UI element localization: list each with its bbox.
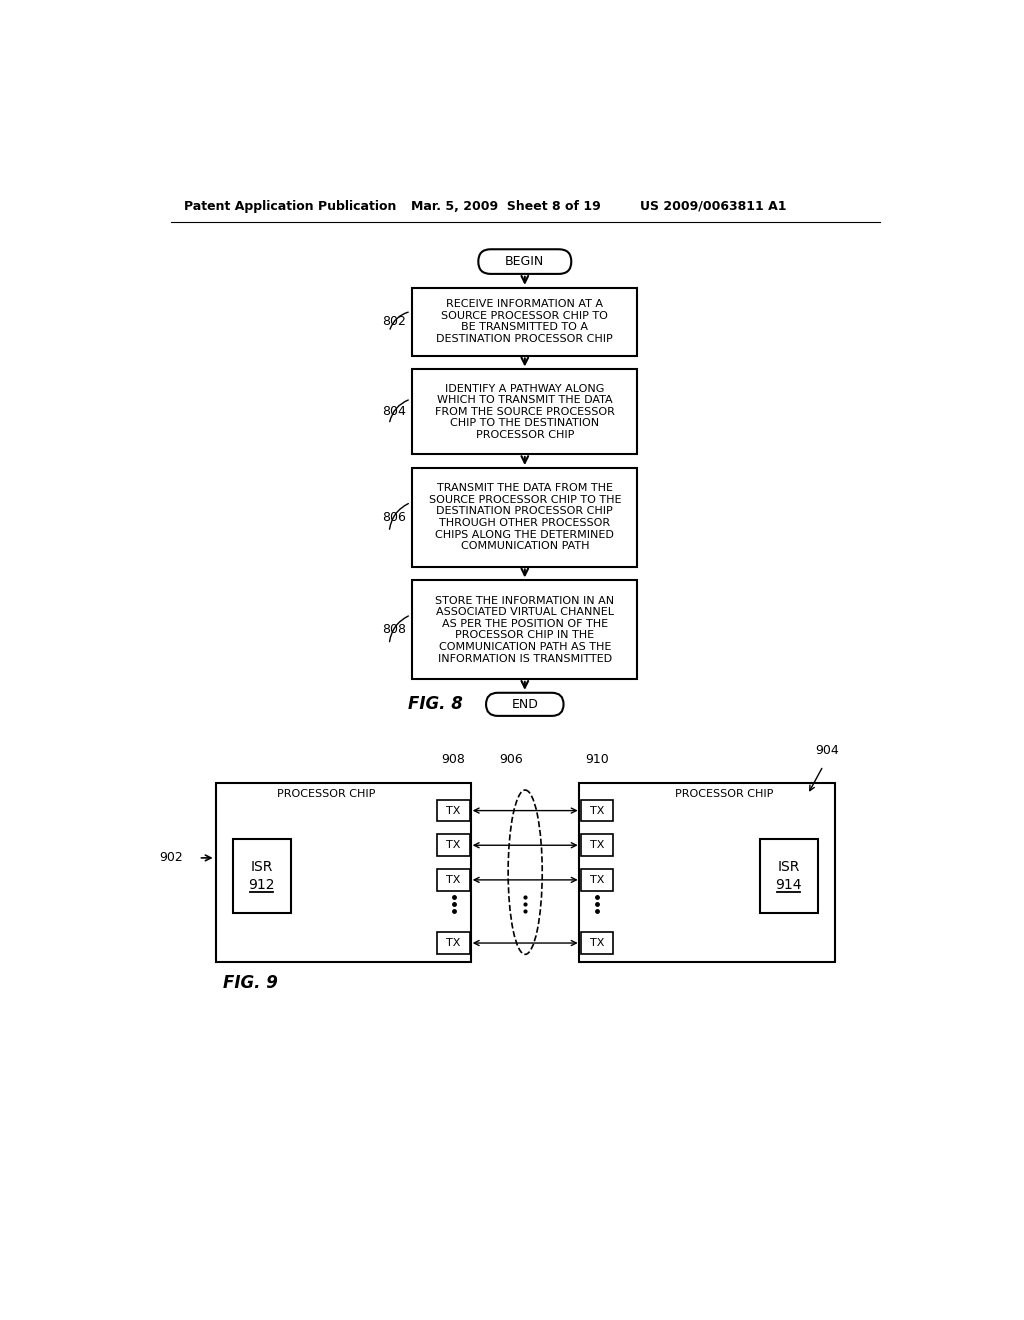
- Text: 904: 904: [815, 743, 839, 756]
- FancyBboxPatch shape: [413, 469, 637, 566]
- Text: 806: 806: [382, 511, 407, 524]
- Text: TRANSMIT THE DATA FROM THE
SOURCE PROCESSOR CHIP TO THE
DESTINATION PROCESSOR CH: TRANSMIT THE DATA FROM THE SOURCE PROCES…: [429, 483, 621, 552]
- FancyBboxPatch shape: [478, 249, 571, 275]
- FancyBboxPatch shape: [232, 840, 291, 912]
- Text: END: END: [511, 698, 539, 711]
- Text: 804: 804: [382, 405, 407, 418]
- Text: BEGIN: BEGIN: [505, 255, 545, 268]
- Text: PROCESSOR CHIP: PROCESSOR CHIP: [675, 788, 773, 799]
- FancyBboxPatch shape: [437, 932, 470, 954]
- Text: Mar. 5, 2009  Sheet 8 of 19: Mar. 5, 2009 Sheet 8 of 19: [411, 199, 601, 213]
- Text: TX: TX: [590, 841, 604, 850]
- Text: PROCESSOR CHIP: PROCESSOR CHIP: [278, 788, 376, 799]
- Text: 808: 808: [382, 623, 407, 636]
- Text: 914: 914: [775, 878, 802, 892]
- Text: 902: 902: [160, 851, 183, 865]
- Text: FIG. 9: FIG. 9: [223, 974, 279, 993]
- Text: TX: TX: [446, 841, 461, 850]
- Text: TX: TX: [590, 805, 604, 816]
- Text: 908: 908: [441, 752, 466, 766]
- Text: STORE THE INFORMATION IN AN
ASSOCIATED VIRTUAL CHANNEL
AS PER THE POSITION OF TH: STORE THE INFORMATION IN AN ASSOCIATED V…: [435, 595, 614, 664]
- Text: US 2009/0063811 A1: US 2009/0063811 A1: [640, 199, 786, 213]
- FancyBboxPatch shape: [216, 783, 471, 961]
- FancyBboxPatch shape: [437, 834, 470, 855]
- Text: RECEIVE INFORMATION AT A
SOURCE PROCESSOR CHIP TO
BE TRANSMITTED TO A
DESTINATIO: RECEIVE INFORMATION AT A SOURCE PROCESSO…: [436, 300, 613, 345]
- Text: TX: TX: [446, 875, 461, 884]
- Text: TX: TX: [446, 805, 461, 816]
- Text: 912: 912: [249, 878, 274, 892]
- Text: ISR: ISR: [251, 861, 272, 874]
- FancyBboxPatch shape: [413, 581, 637, 678]
- Text: ISR: ISR: [777, 861, 800, 874]
- FancyBboxPatch shape: [581, 800, 613, 821]
- Text: TX: TX: [590, 939, 604, 948]
- FancyBboxPatch shape: [581, 932, 613, 954]
- FancyBboxPatch shape: [486, 693, 563, 715]
- Text: TX: TX: [590, 875, 604, 884]
- FancyBboxPatch shape: [413, 370, 637, 454]
- Text: 802: 802: [382, 315, 407, 329]
- FancyBboxPatch shape: [760, 840, 818, 912]
- FancyBboxPatch shape: [413, 288, 637, 355]
- FancyBboxPatch shape: [579, 783, 835, 961]
- Text: TX: TX: [446, 939, 461, 948]
- Text: Patent Application Publication: Patent Application Publication: [183, 199, 396, 213]
- Text: IDENTIFY A PATHWAY ALONG
WHICH TO TRANSMIT THE DATA
FROM THE SOURCE PROCESSOR
CH: IDENTIFY A PATHWAY ALONG WHICH TO TRANSM…: [435, 384, 614, 440]
- Text: FIG. 8: FIG. 8: [409, 696, 463, 713]
- FancyBboxPatch shape: [437, 869, 470, 891]
- FancyBboxPatch shape: [437, 800, 470, 821]
- Text: 906: 906: [500, 752, 523, 766]
- FancyBboxPatch shape: [581, 834, 613, 855]
- Text: 910: 910: [585, 752, 608, 766]
- FancyBboxPatch shape: [581, 869, 613, 891]
